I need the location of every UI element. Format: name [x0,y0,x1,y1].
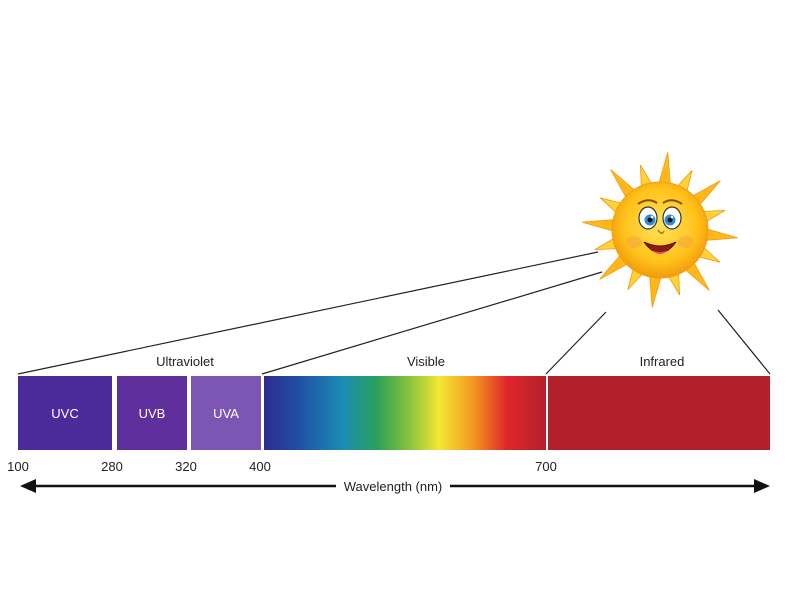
band-visible [264,376,546,450]
sun-eye-shine-right [670,215,674,219]
band-uva [191,376,261,450]
wavelength-arrow [20,479,770,493]
arrow-right-head-icon [754,479,770,493]
sun-cheek-left [626,236,642,248]
projection-line-visible [261,271,603,375]
sun-cheek-right [678,236,694,248]
sun-pupil-right [667,217,673,223]
arrow-left-head-icon [20,479,36,493]
sun-nose [657,229,665,234]
tick-label: 700 [535,459,557,474]
band-uvb [117,376,187,450]
axis-label: Wavelength (nm) [344,479,443,494]
sun-eyebrow-right [662,199,683,205]
projection-line-uv [17,251,599,375]
tick-label: 280 [101,459,123,474]
smiling-sun-icon [582,152,738,308]
band-uvc-label: UVC [51,406,78,421]
projection-line-ir-left [545,311,607,375]
tick-label: 400 [249,459,271,474]
sun-eye-shine-left [650,215,654,219]
infrared-label: Infrared [640,354,685,369]
sun-pupil-left [647,217,653,223]
band-infrared [548,376,770,450]
band-uvb-label: UVB [139,406,166,421]
projection-lines [17,251,771,375]
visible-label: Visible [407,354,445,369]
sun-tongue [652,250,668,254]
sun-face [611,181,709,279]
sun-eyebrow-left [637,199,658,205]
tick-label: 100 [7,459,29,474]
band-uva-label: UVA [213,406,239,421]
projection-line-ir-right [717,309,771,375]
tick-label: 320 [175,459,197,474]
band-uvc [18,376,112,450]
ultraviolet-label: Ultraviolet [156,354,214,369]
